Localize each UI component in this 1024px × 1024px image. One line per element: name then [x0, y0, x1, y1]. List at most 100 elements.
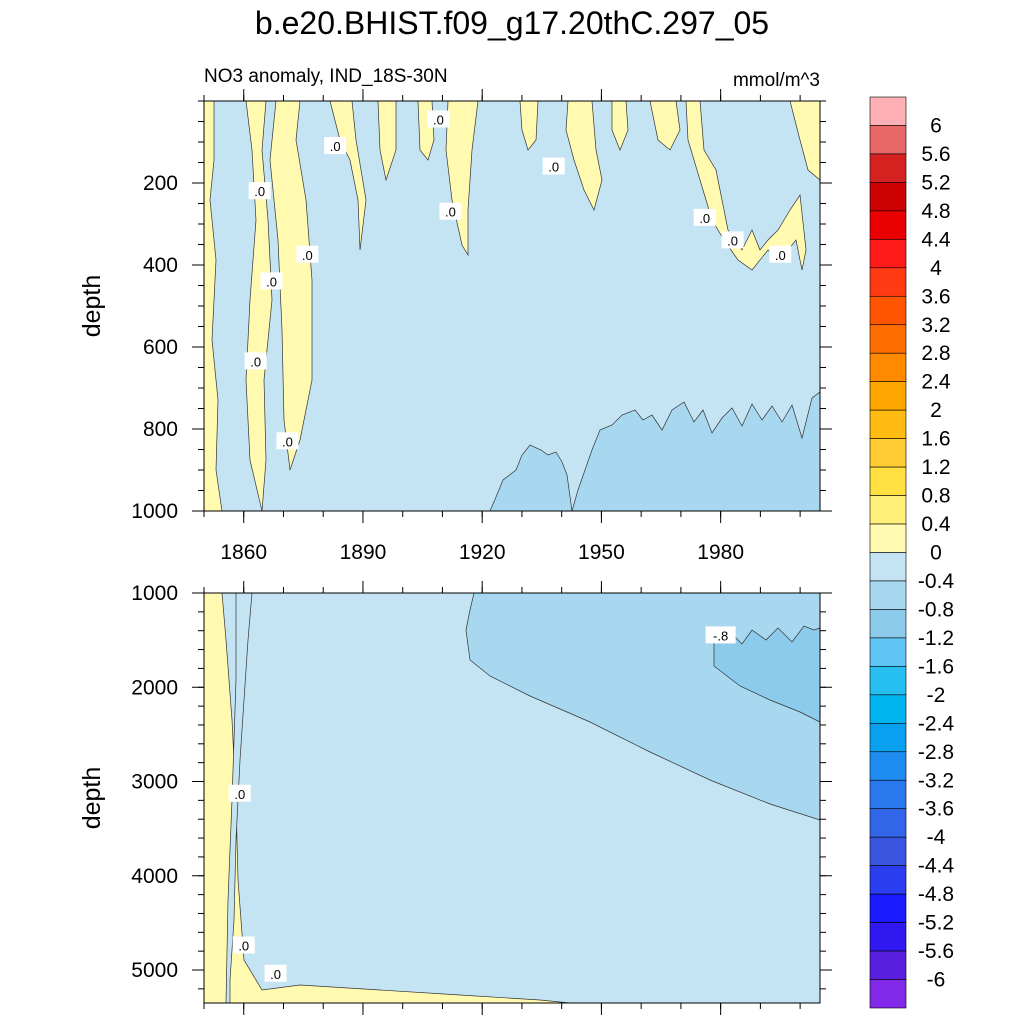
- upper-y-axis-label: depth: [78, 275, 106, 338]
- contour-label-box: [232, 936, 255, 954]
- colorbar-label: 0.8: [921, 485, 950, 508]
- colorbar-label: 2: [930, 399, 942, 422]
- colorbar-swatch: [869, 96, 907, 126]
- lower-plot-frame: [203, 592, 821, 1004]
- colorbar-swatch: [869, 950, 907, 980]
- colorbar-label: -1.6: [918, 655, 954, 678]
- colorbar-label: 3.2: [921, 314, 950, 337]
- chart-title: b.e20.BHIST.f09_g17.20thC.297_05: [255, 5, 769, 41]
- colorbar-swatch: [869, 182, 907, 212]
- colorbar-label: 4.8: [921, 200, 950, 223]
- contour-label-box: [705, 626, 736, 644]
- upper-positive-zone-8: [565, 100, 603, 211]
- lower-negative-strip: [225, 592, 253, 1004]
- contour-label: .0: [548, 160, 559, 175]
- contour-label: .0: [727, 233, 738, 248]
- contour-label-box: [244, 352, 267, 370]
- colorbar-label: -5.6: [918, 940, 954, 963]
- colorbar-swatch: [869, 666, 907, 696]
- colorbar-swatch: [869, 267, 907, 297]
- colorbar-label: 1.6: [921, 428, 950, 451]
- colorbar-label: 1.2: [921, 456, 950, 479]
- contour-label: .0: [270, 967, 281, 982]
- colorbar-label: -3.6: [918, 798, 954, 821]
- colorbar-label: -0.8: [918, 598, 954, 621]
- lower-panel: .0 .0 .0 -.8 1000 2000 3000 4000 5000 depth: [78, 581, 832, 1015]
- contour-label: .0: [254, 184, 265, 199]
- colorbar-swatch: [869, 552, 907, 582]
- colorbar-label: -2.4: [918, 712, 955, 735]
- x-tick-label: 1860: [220, 541, 267, 564]
- colorbar-label: 3.6: [921, 285, 950, 308]
- contour-label-box: [427, 110, 450, 128]
- y-tick-label: 800: [143, 418, 178, 441]
- contour-label: .0: [266, 274, 277, 289]
- colorbar-label: -4.4: [918, 855, 955, 878]
- colorbar-swatch: [869, 324, 907, 354]
- contour-label: .0: [302, 248, 313, 263]
- colorbar-label: 6: [930, 114, 942, 137]
- colorbar-swatch: [869, 865, 907, 895]
- lower-positive-zone: [203, 592, 571, 1004]
- contour-label: .0: [699, 211, 710, 226]
- colorbar-label: 4.4: [921, 228, 951, 251]
- colorbar-swatch: [869, 295, 907, 326]
- colorbar-swatch: [869, 523, 907, 553]
- colorbar-swatch: [869, 723, 907, 753]
- lower-negative-core: [713, 625, 821, 723]
- subtitle-units: mmol/m^3: [733, 70, 820, 91]
- contour-label-box: [542, 157, 565, 175]
- lower-contour-fills: .0 .0 .0 -.8: [203, 592, 821, 1004]
- contour-label: .0: [330, 139, 341, 154]
- colorbar-label: -6: [927, 969, 946, 992]
- colorbar-label: 5.2: [921, 171, 950, 194]
- colorbar-label: -2: [927, 684, 946, 707]
- contour-label-box: [248, 182, 271, 200]
- contour-label: .0: [433, 112, 444, 127]
- colorbar-label: -1.2: [918, 627, 954, 650]
- contour-label-box: [228, 784, 251, 802]
- lower-y-axis-label: depth: [78, 767, 106, 830]
- x-tick-label: 1920: [459, 541, 506, 564]
- y-tick-label: 400: [143, 254, 178, 277]
- upper-contour-fills: .0 .0 .0 .0 .0 .0 .0 .0 .0 .0 .0 .0: [203, 100, 821, 512]
- colorbar-label: -4.8: [918, 883, 954, 906]
- y-tick-label: 4000: [131, 865, 178, 888]
- colorbar-label: 0.4: [921, 513, 951, 536]
- y-tick-label: 200: [143, 172, 178, 195]
- contour-label-box: [260, 272, 283, 290]
- colorbar-swatch: [869, 153, 907, 183]
- colorbar-label: 5.6: [921, 143, 950, 166]
- contour-label: .0: [445, 205, 456, 220]
- x-tick-label: 1980: [697, 541, 744, 564]
- colorbar-swatch: [869, 979, 907, 1009]
- colorbar-swatch: [869, 580, 907, 610]
- y-tick-label: 3000: [131, 771, 178, 794]
- contour-label-box: [296, 245, 319, 263]
- colorbar-swatch: [869, 694, 907, 724]
- contour-label-box: [264, 964, 287, 982]
- contour-label-box: [769, 245, 792, 263]
- colorbar-swatch: [869, 609, 907, 639]
- upper-positive-zone-6: [445, 100, 479, 257]
- colorbar-swatch: [869, 751, 907, 781]
- colorbar-label: -3.2: [918, 769, 954, 792]
- y-tick-label: 600: [143, 336, 178, 359]
- colorbar-swatch: [869, 836, 907, 866]
- contour-label-box: [439, 202, 462, 220]
- colorbar-swatch: [869, 381, 907, 411]
- y-tick-label: 2000: [131, 676, 178, 699]
- contour-label: .0: [775, 248, 786, 263]
- contour-label: .0: [238, 939, 249, 954]
- colorbar-label: 2.4: [921, 371, 951, 394]
- colorbar-swatch: [869, 922, 907, 952]
- contour-label-box: [721, 231, 744, 249]
- upper-positive-zone-2: [269, 100, 313, 471]
- colorbar: 6 5.6 5.2 4.8 4.4 4 3.6 3.2 2.8 2.4 2 1.6 1.2 0.8 0.4 0…: [869, 96, 955, 1009]
- colorbar-swatch: [869, 893, 907, 923]
- y-tick-label: 5000: [131, 959, 178, 982]
- y-tick-label: 1000: [131, 582, 178, 605]
- colorbar-swatch: [869, 239, 907, 269]
- x-tick-label: 1890: [340, 541, 387, 564]
